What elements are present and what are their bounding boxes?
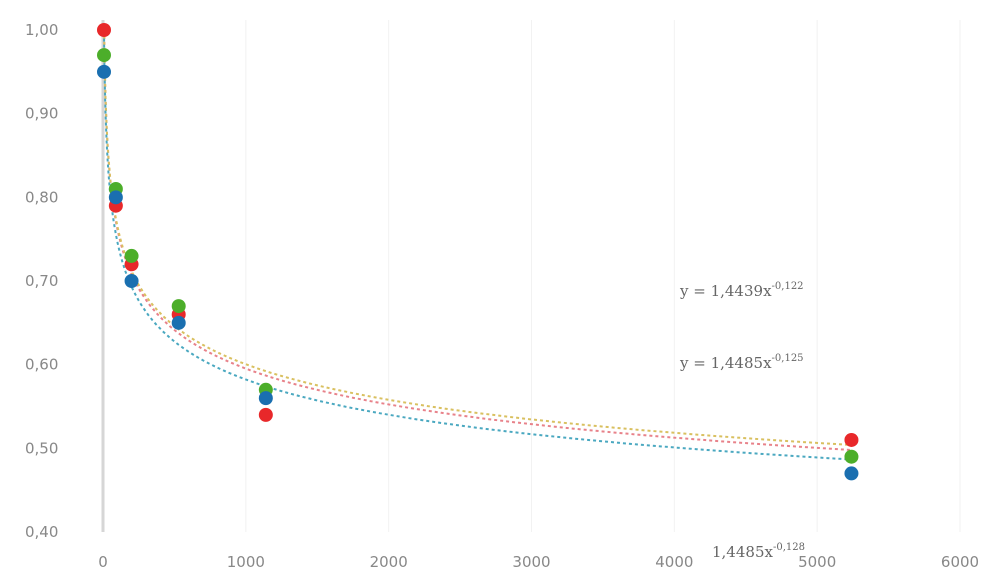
y-tick-label: 1,00 <box>25 21 58 39</box>
equation-label: y = 1,4485x-0,125 <box>679 353 804 372</box>
data-point-s1-6 <box>844 432 859 447</box>
x-tick-label: 5000 <box>798 553 836 571</box>
x-tick-label: 0 <box>98 553 108 571</box>
trendlines <box>103 29 852 461</box>
data-point-s2-4 <box>171 299 186 314</box>
data-point-s2-3 <box>124 248 139 263</box>
data-points <box>96 23 859 481</box>
data-point-s3-5 <box>258 391 273 406</box>
y-tick-label: 0,50 <box>25 439 58 457</box>
y-tick-label: 0,90 <box>25 105 58 123</box>
x-tick-label: 6000 <box>941 553 979 571</box>
data-point-s1-1 <box>96 23 111 37</box>
data-point-s1-5 <box>258 407 273 422</box>
equation-exponent: -0,125 <box>772 353 804 364</box>
data-point-s3-3 <box>124 274 139 288</box>
data-point-s3-2 <box>108 190 123 205</box>
equation-exponent: -0,128 <box>773 542 805 553</box>
trendline-2 <box>103 29 852 446</box>
equation-exponent: -0,122 <box>772 281 804 292</box>
data-point-s3-4 <box>171 315 186 330</box>
data-point-s2-1 <box>96 48 111 63</box>
x-tick-label: 4000 <box>655 553 693 571</box>
grid <box>245 20 961 532</box>
data-point-s2-6 <box>844 449 859 464</box>
x-tick-label: 2000 <box>370 553 408 571</box>
x-tick-label: 1000 <box>227 553 265 571</box>
data-point-s3-6 <box>844 466 859 481</box>
y-tick-label: 0,70 <box>25 272 58 290</box>
trendline-1 <box>103 29 852 451</box>
annotations: y = 1,4439x-0,122 y = 1,4485x-0,125 1,4485… <box>679 281 805 561</box>
equation-label: 1,4485x-0,128 <box>712 542 805 561</box>
tick-labels: 0,40 0,50 0,60 0,70 0,80 0,90 1,00 0 1000 2000 300… <box>25 21 979 571</box>
y-tick-label: 0,80 <box>25 188 58 206</box>
equation-label: y = 1,4439x-0,122 <box>679 281 804 300</box>
y-tick-label: 0,60 <box>25 356 58 374</box>
y-tick-label: 0,40 <box>25 523 58 541</box>
data-point-s3-1 <box>96 64 111 79</box>
x-tick-label: 3000 <box>512 553 550 571</box>
trendline-3 <box>103 32 852 461</box>
